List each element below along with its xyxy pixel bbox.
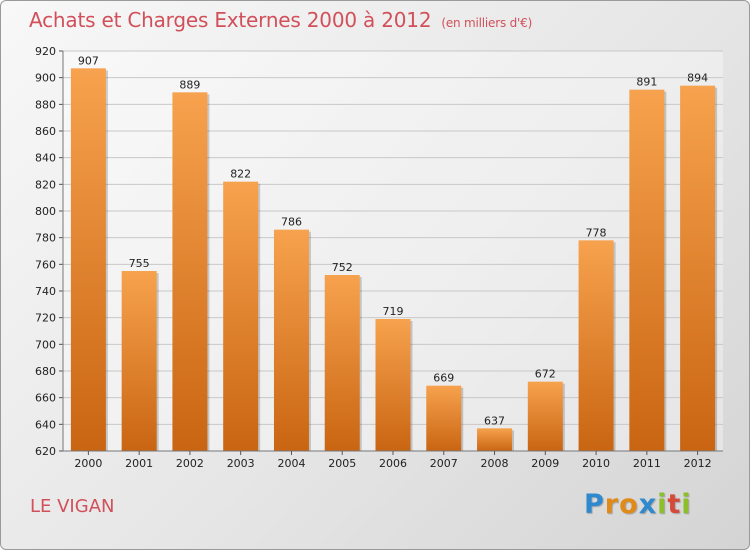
y-tick-label: 800 [35, 205, 56, 218]
proxiti-logo[interactable]: Proxiti [584, 489, 692, 520]
x-axis: 2000 2001 2002 2003 2004 2005 2006 2007 2008 2009… [63, 450, 723, 470]
chart-title: Achats et Charges Externes 2000 à 2012 (e… [29, 8, 532, 32]
y-tick-label: 720 [35, 312, 56, 325]
logo-letter: x [638, 489, 658, 520]
bar-value-label: 672 [535, 368, 556, 381]
data-labels: 907 755 889 822 786 752 719 669 637 672 778 891 894 [78, 54, 708, 427]
bar [477, 428, 513, 451]
bar-value-label: 889 [179, 78, 200, 91]
bar-value-label: 907 [78, 54, 99, 67]
logo-letter: i [657, 489, 668, 520]
bar-value-label: 786 [281, 216, 302, 229]
bar-value-label: 891 [636, 76, 657, 89]
chart-title-text: Achats et Charges Externes 2000 à 2012 [29, 8, 432, 32]
x-tick-label: 2002 [176, 457, 204, 470]
y-tick-label: 860 [35, 125, 56, 138]
y-tick-label: 820 [35, 178, 56, 191]
bar-value-label: 755 [129, 257, 150, 270]
y-tick-label: 640 [35, 418, 56, 431]
x-tick-label: 2000 [74, 457, 102, 470]
bar-value-label: 637 [484, 414, 505, 427]
bar [172, 92, 208, 451]
y-tick-label: 780 [35, 232, 56, 245]
y-tick-label: 680 [35, 365, 56, 378]
x-tick-label: 2010 [582, 457, 610, 470]
x-tick-label: 2004 [277, 457, 305, 470]
y-axis: 620 640 660 680 700 720 740 760 780 800 820 840 860 8… [35, 45, 64, 458]
bar [426, 385, 462, 451]
bar [680, 85, 716, 452]
y-tick-label: 660 [35, 392, 56, 405]
bar [629, 89, 665, 452]
y-tick-label: 880 [35, 98, 56, 111]
y-tick-label: 620 [35, 445, 56, 458]
y-tick-label: 740 [35, 285, 56, 298]
logo-letter: i [681, 489, 692, 520]
y-tick-label: 760 [35, 258, 56, 271]
commune-name: LE VIGAN [30, 496, 115, 517]
bar-value-label: 894 [687, 72, 708, 85]
x-tick-label: 2005 [328, 457, 356, 470]
bar-value-label: 822 [230, 168, 251, 181]
bar-value-label: 778 [586, 226, 607, 239]
x-tick-label: 2006 [379, 457, 407, 470]
x-tick-label: 2001 [125, 457, 153, 470]
y-tick-label: 700 [35, 338, 56, 351]
x-tick-label: 2011 [633, 457, 661, 470]
y-tick-label: 840 [35, 152, 56, 165]
bar-value-label: 719 [383, 305, 404, 318]
y-tick-label: 920 [35, 45, 56, 58]
bar [578, 240, 614, 451]
bar [375, 319, 411, 451]
x-tick-label: 2009 [531, 457, 559, 470]
logo-letter: o [619, 489, 639, 520]
bars [70, 68, 718, 452]
x-tick-label: 2003 [227, 457, 255, 470]
bar [70, 68, 106, 451]
bar [273, 229, 309, 451]
bar [324, 275, 360, 451]
y-tick-label: 900 [35, 72, 56, 85]
x-tick-label: 2008 [481, 457, 509, 470]
bar-value-label: 752 [332, 261, 353, 274]
logo-letter: r [604, 489, 620, 520]
chart-subtitle: (en milliers d'€) [441, 16, 533, 30]
x-tick-label: 2012 [684, 457, 712, 470]
x-tick-label: 2007 [430, 457, 458, 470]
bar [527, 381, 563, 451]
bar [223, 181, 259, 451]
logo-letter: P [584, 489, 605, 520]
logo-letter: t [667, 489, 682, 520]
bar-value-label: 669 [433, 372, 454, 385]
bar [121, 271, 157, 451]
